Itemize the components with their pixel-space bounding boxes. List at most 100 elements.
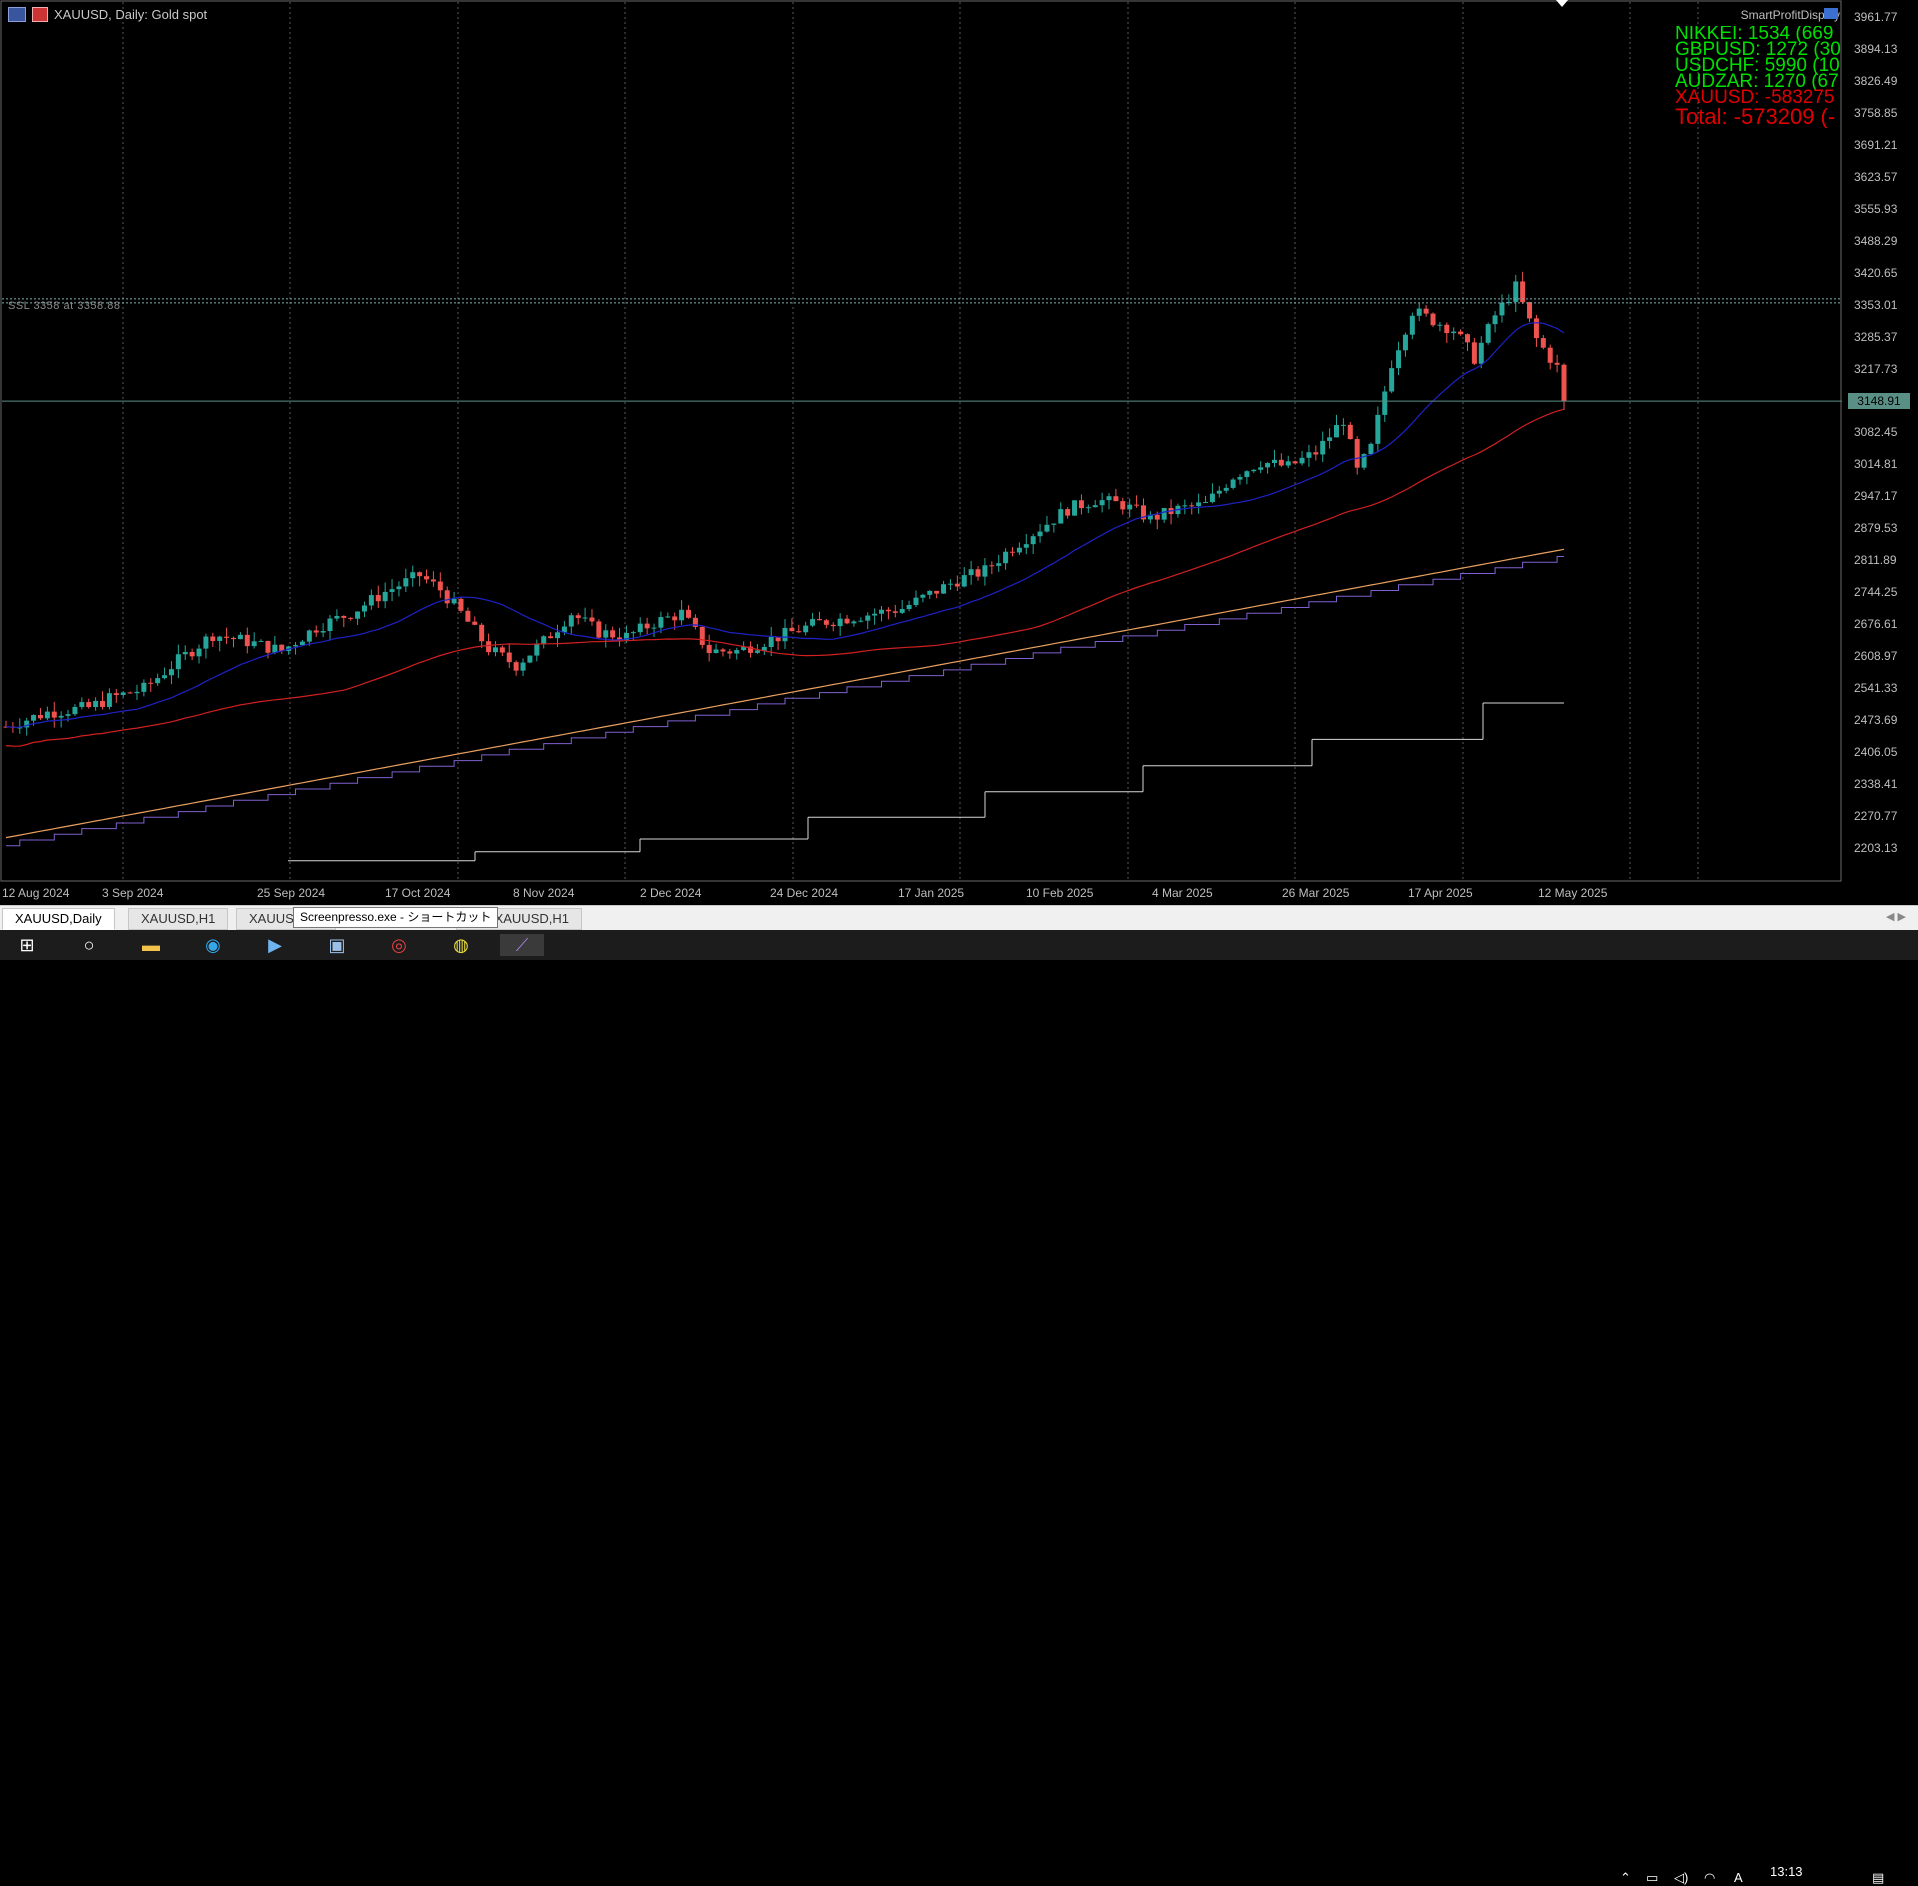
candle-body [1037, 531, 1043, 537]
step-indicator-purple [6, 556, 1564, 847]
quick-trade-icon[interactable] [8, 7, 26, 22]
candle-body [1209, 493, 1215, 503]
candle-body [217, 636, 223, 641]
edge-browser-icon[interactable]: ◉ [205, 934, 221, 955]
candle-body [727, 651, 733, 654]
candle-body [175, 654, 181, 670]
indicator-name: SmartProfitDisplay [1740, 8, 1840, 22]
file-explorer-icon[interactable]: ▬ [142, 934, 160, 955]
candle-body [975, 569, 981, 577]
candle-body [1327, 437, 1333, 441]
tab-xauusd-h1[interactable]: XAUUSD,H1 [128, 908, 229, 930]
candle-body [1223, 487, 1229, 491]
price-tick-label: 2744.25 [1854, 585, 1898, 600]
candle-body [768, 636, 774, 647]
moving-average-20-line [5, 322, 1565, 728]
tab-xauusd-daily[interactable]: XAUUSD,Daily [2, 908, 115, 930]
candle-body [679, 609, 685, 621]
candle-body [1285, 461, 1291, 466]
windows-taskbar: ⊞ ○ ▬ ◉ ▶ ▣ ◎ ◍ ⟋ ⌃ ▭ ◁) ◠ A 13:13 ▤ [0, 930, 1918, 1885]
candle-body [782, 627, 788, 642]
price-tick-label: 2338.41 [1854, 777, 1898, 792]
search-icon[interactable]: ○ [83, 934, 95, 955]
candle-body [796, 631, 802, 633]
candle-body [1416, 308, 1422, 316]
candle-body [741, 646, 747, 651]
candle-body [1389, 368, 1395, 392]
current-price-tag: 3148.91 [1848, 393, 1910, 409]
candle-body [1540, 338, 1546, 348]
candle-body [1258, 467, 1264, 470]
taskbar-clock[interactable]: 13:13 [1770, 1864, 1803, 1879]
candle-body [106, 693, 112, 707]
date-tick-label: 26 Mar 2025 [1282, 886, 1350, 900]
candle-body [1161, 508, 1167, 520]
candle-body [258, 640, 264, 642]
input-method-icon[interactable]: A [1734, 1870, 1743, 1885]
chart-shift-marker-icon[interactable] [1556, 0, 1568, 7]
candle-body [492, 647, 498, 653]
candle-body [479, 624, 485, 642]
candle-body [299, 641, 305, 646]
media-player-icon[interactable]: ▶ [268, 934, 282, 955]
candle-body [920, 594, 926, 598]
app-icon[interactable]: ▣ [328, 934, 346, 955]
candle-body [396, 586, 402, 590]
volume-icon[interactable]: ◁) [1674, 1870, 1689, 1885]
candle-body [582, 617, 588, 619]
candle-body [837, 618, 843, 627]
price-axis[interactable]: 3961.77 3894.13 3826.49 3758.85 3691.21 3623.… [1842, 0, 1918, 897]
candle-body [885, 609, 891, 612]
date-tick-label: 12 May 2025 [1538, 886, 1608, 900]
candle-body [224, 636, 230, 638]
candle-body [444, 590, 450, 604]
candle-body [1154, 514, 1160, 520]
battery-icon[interactable]: ▭ [1646, 1870, 1659, 1885]
profit-line: AUDZAR: 1270 (67 [1675, 71, 1839, 92]
candle-body [734, 650, 740, 654]
candle-body [610, 630, 616, 638]
price-tick-label: 3488.29 [1854, 233, 1898, 248]
candle-body [1478, 342, 1484, 364]
chrome-icon[interactable]: ◍ [453, 934, 469, 955]
metatrader-icon[interactable]: ⟋ [500, 934, 544, 956]
candle-body [437, 581, 443, 591]
candle-body [203, 636, 209, 649]
wifi-icon[interactable]: ◠ [1704, 1870, 1716, 1885]
candle-body [327, 618, 333, 632]
candle-body [1320, 440, 1326, 455]
candle-body [1003, 551, 1009, 564]
candle-body [961, 575, 967, 587]
candle-body [1382, 391, 1388, 415]
candle-body [65, 714, 71, 716]
tab-scroll-arrows[interactable]: ◀ ▶ [1886, 911, 1906, 923]
candle-body [1237, 477, 1243, 480]
profit-display: NIKKEI: 1534 (669 GBPUSD: 1272 (30 USDCHF:… [1675, 26, 1845, 128]
windows-start-icon[interactable]: ⊞ [19, 934, 35, 955]
screenpresso-icon[interactable]: ◎ [391, 934, 407, 955]
candle-body [120, 692, 126, 695]
depth-of-market-icon[interactable] [32, 7, 48, 22]
tray-chevron-icon[interactable]: ⌃ [1620, 1870, 1631, 1885]
candle-body [947, 583, 953, 585]
candle-body [1471, 342, 1477, 364]
candle-body [568, 615, 574, 627]
moving-average-50-line [5, 408, 1565, 747]
candle-body [617, 637, 623, 641]
notification-icon[interactable]: ▤ [1872, 1870, 1885, 1885]
chart-area[interactable]: XAUUSD, Daily: Gold spot SmartProfitDisp… [0, 0, 1918, 900]
candle-body [382, 591, 388, 602]
candle-body [658, 617, 664, 628]
candle-body [293, 645, 299, 647]
candle-body [210, 636, 216, 641]
candle-body [148, 682, 154, 684]
candle-body [1533, 318, 1539, 339]
candle-body [858, 620, 864, 622]
candle-body [1134, 504, 1140, 506]
price-tick-label: 3555.93 [1854, 201, 1898, 216]
price-chart[interactable] [0, 0, 1918, 897]
candle-body [1513, 281, 1519, 302]
candle-body [1368, 443, 1374, 455]
candle-body [306, 630, 312, 642]
candle-body [24, 720, 30, 728]
